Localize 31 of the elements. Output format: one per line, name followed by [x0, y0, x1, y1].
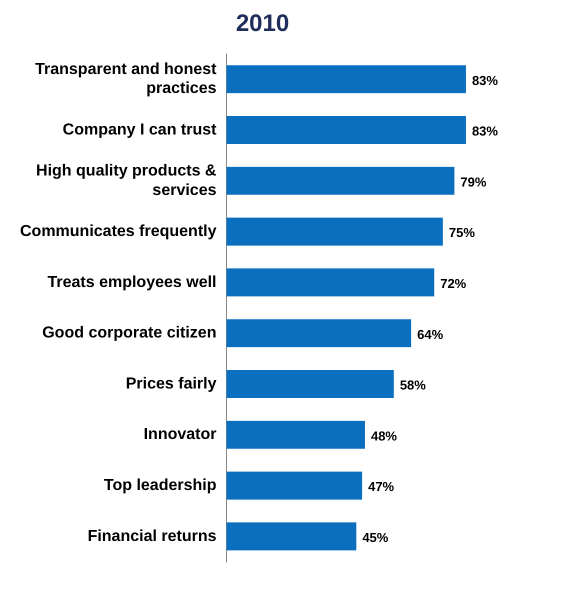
y-tick-label: Good corporate citizen: [42, 324, 216, 342]
bar: [226, 370, 394, 398]
y-tick-label: Communicates frequently: [20, 223, 217, 240]
data-label: 75%: [448, 225, 476, 240]
bar: [226, 420, 365, 449]
y-tick-label: High quality products & services: [36, 162, 217, 199]
bar: [226, 472, 362, 500]
data-label: 72%: [440, 276, 467, 291]
bar: [226, 218, 443, 246]
data-label: 45%: [362, 530, 389, 545]
bar: [226, 319, 412, 348]
bar: [226, 116, 466, 144]
bar: [226, 166, 454, 195]
y-tick-label: Financial returns: [88, 528, 217, 545]
data-label: 64%: [417, 326, 444, 342]
y-tick-label: Treats employees well: [48, 274, 216, 291]
y-tick-label: Transparent and honest practices: [35, 61, 218, 98]
y-tick-label: Innovator: [144, 426, 216, 444]
bar: [226, 522, 356, 550]
data-label: 48%: [370, 428, 398, 444]
data-label: 83%: [472, 124, 498, 139]
y-tick-label: Top leadership: [104, 477, 217, 494]
bar: [226, 268, 434, 296]
data-label: 47%: [368, 479, 395, 494]
data-label: 83%: [472, 72, 498, 88]
y-tick-label: Company I can trust: [62, 121, 218, 138]
bar: [226, 65, 466, 94]
data-label: 79%: [460, 174, 487, 190]
chart-title: 2010: [236, 10, 290, 38]
data-label: 58%: [400, 378, 426, 393]
y-tick-label: Prices fairly: [126, 375, 217, 392]
